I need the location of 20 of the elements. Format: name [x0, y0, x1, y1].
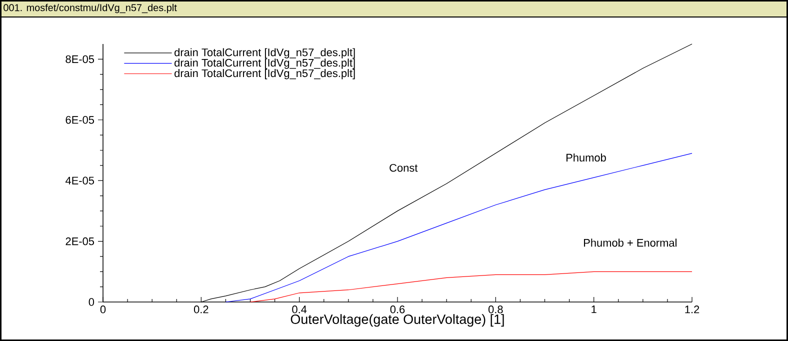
y-tick-label: 4E-05	[65, 176, 94, 184]
y-tick-label: 8E-05	[66, 55, 94, 64]
x-tick-label: 1.2	[685, 306, 700, 314]
x-tick-label: 0	[100, 306, 106, 314]
x-tick-label: 0.4	[292, 306, 307, 314]
chart-title: 001. mosfet/constmu/IdVg_n57_des.plt	[4, 4, 177, 14]
legend-label: drain TotalCurrent [IdVg_n57_des.plt]	[174, 69, 355, 80]
x-axis-title: OuterVoltage(gate OuterVoltage) [1]	[290, 314, 504, 327]
annotation: Const	[390, 164, 418, 172]
y-tick-label: 0	[88, 298, 94, 306]
annotation: Phumob	[566, 154, 606, 162]
y-tick-label: 2E-05	[66, 237, 94, 246]
legend-label: drain TotalCurrent [IdVg_n57_des.plt]	[174, 48, 355, 58]
x-tick-label: 1	[592, 306, 596, 314]
legend-label: drain TotalCurrent [IdVg_n57_des.plt]	[174, 58, 355, 69]
x-tick-label: 0.8	[488, 306, 503, 314]
y-tick-label: 6E-05	[66, 116, 94, 124]
x-tick-label: 0.2	[194, 306, 208, 314]
x-tick-label: 0.6	[390, 306, 405, 314]
annotation: Phumob + Enormal	[584, 238, 676, 247]
